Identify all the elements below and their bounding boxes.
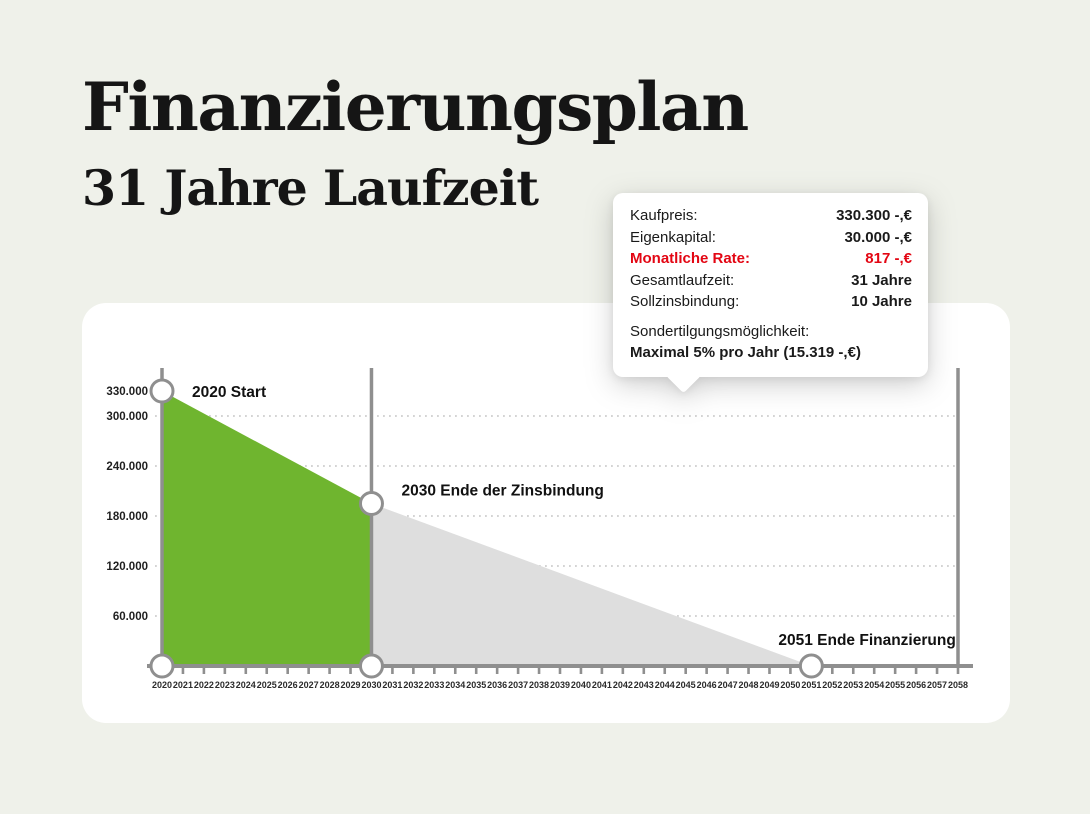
x-tick-label: 2057	[927, 680, 947, 690]
x-tick-label: 2045	[676, 680, 696, 690]
annotation-2020: 2020 Start	[192, 384, 266, 401]
marker-2020	[149, 378, 175, 404]
page-title: Finanzierungsplan	[82, 68, 749, 146]
tooltip-row: Monatliche Rate: 817 -,€	[630, 248, 912, 270]
tooltip-row-value: 10 Jahre	[851, 293, 912, 310]
x-tick-label: 2043	[634, 680, 654, 690]
tooltip-note: Sondertilgungsmöglichkeit: Maximal 5% pr…	[630, 321, 912, 364]
x-tick-label: 2030	[361, 680, 381, 690]
x-tick-label: 2036	[487, 680, 507, 690]
x-tick-label: 2041	[592, 680, 612, 690]
marker-2030	[358, 491, 384, 516]
x-tick-label: 2021	[173, 680, 193, 690]
x-tick-label: 2038	[529, 680, 549, 690]
x-tick-label: 2025	[257, 680, 277, 690]
x-tick-label: 2024	[236, 680, 256, 690]
x-tick-label: 2050	[780, 680, 800, 690]
x-tick-label: 2056	[906, 680, 926, 690]
tooltip-row: Eigenkapital: 30.000 -,€	[630, 227, 912, 249]
x-tick-label: 2023	[215, 680, 235, 690]
x-tick-label: 2034	[445, 680, 465, 690]
marker-2051	[798, 653, 824, 679]
x-tick-label: 2048	[739, 680, 759, 690]
x-tick-label: 2058	[948, 680, 968, 690]
x-tick-label: 2020	[152, 680, 172, 690]
x-tick-label: 2035	[466, 680, 486, 690]
annotation-2051: 2051 Ende Finanzierung	[778, 632, 955, 649]
x-tick-label: 2033	[424, 680, 444, 690]
x-tick-label: 2039	[550, 680, 570, 690]
y-tick-label: 240.000	[106, 461, 148, 473]
y-tick-label: 60.000	[113, 611, 148, 623]
tooltip-row: Gesamtlaufzeit: 31 Jahre	[630, 270, 912, 292]
tooltip-row-label: Kaufpreis:	[630, 207, 698, 224]
x-tick-label: 2026	[278, 680, 298, 690]
tooltip-row-value: 30.000 -,€	[844, 228, 912, 246]
tooltip-note-label: Sondertilgungsmöglichkeit:	[630, 322, 810, 340]
x-tick-label: 2047	[718, 680, 738, 690]
x-tick-label: 2022	[194, 680, 214, 690]
info-callout-box: Kaufpreis: 330.300 -,€ Eigenkapital: 30.000…	[613, 193, 928, 377]
annotation-2030: 2030 Ende der Zinsbindung	[401, 483, 603, 500]
x-tick-label: 2049	[759, 680, 779, 690]
x-tick-label: 2031	[382, 680, 402, 690]
x-tick-label: 2027	[299, 680, 319, 690]
page-subtitle: 31 Jahre Laufzeit	[82, 159, 539, 217]
y-tick-label: 330.000	[106, 386, 148, 398]
x-tick-label: 2055	[885, 680, 905, 690]
tooltip-row-label: Sollzinsbindung:	[630, 293, 740, 310]
area-zinsbindung	[162, 391, 372, 666]
x-tick-label: 2052	[822, 680, 842, 690]
tooltip-row-label: Eigenkapital:	[630, 228, 716, 246]
x-tick-label: 2046	[697, 680, 717, 690]
tooltip-row: Sollzinsbindung: 10 Jahre	[630, 291, 912, 313]
x-tick-label: 2053	[843, 680, 863, 690]
tooltip-row-value: 817 -,€	[865, 250, 912, 267]
tooltip-note-value: Maximal 5% pro Jahr (15.319 -,€)	[630, 344, 861, 361]
tooltip-rows: Kaufpreis: 330.300 -,€ Eigenkapital: 30.000…	[630, 205, 912, 313]
tooltip-row-value: 31 Jahre	[851, 271, 912, 289]
tooltip-row-label: Monatliche Rate:	[630, 250, 751, 267]
y-tick-label: 180.000	[106, 511, 148, 523]
tooltip-row: Kaufpreis: 330.300 -,€	[630, 205, 912, 227]
x-tick-label: 2044	[655, 680, 675, 690]
y-tick-label: 300.000	[106, 411, 148, 423]
x-tick-label: 2029	[341, 680, 361, 690]
marker-2020	[149, 653, 175, 679]
area-restlaufzeit	[371, 503, 812, 666]
tooltip-row-value: 330.300 -,€	[836, 207, 912, 224]
tooltip-row-label: Gesamtlaufzeit:	[630, 271, 735, 289]
x-tick-label: 2028	[320, 680, 340, 690]
info-callout: Kaufpreis: 330.300 -,€ Eigenkapital: 30.000…	[613, 193, 928, 377]
x-tick-label: 2054	[864, 680, 884, 690]
x-tick-label: 2051	[801, 680, 821, 690]
marker-2030	[358, 653, 384, 679]
y-tick-label: 120.000	[106, 561, 148, 573]
x-tick-label: 2032	[403, 680, 423, 690]
x-tick-label: 2037	[508, 680, 528, 690]
x-tick-label: 2040	[571, 680, 591, 690]
x-tick-label: 2042	[613, 680, 633, 690]
